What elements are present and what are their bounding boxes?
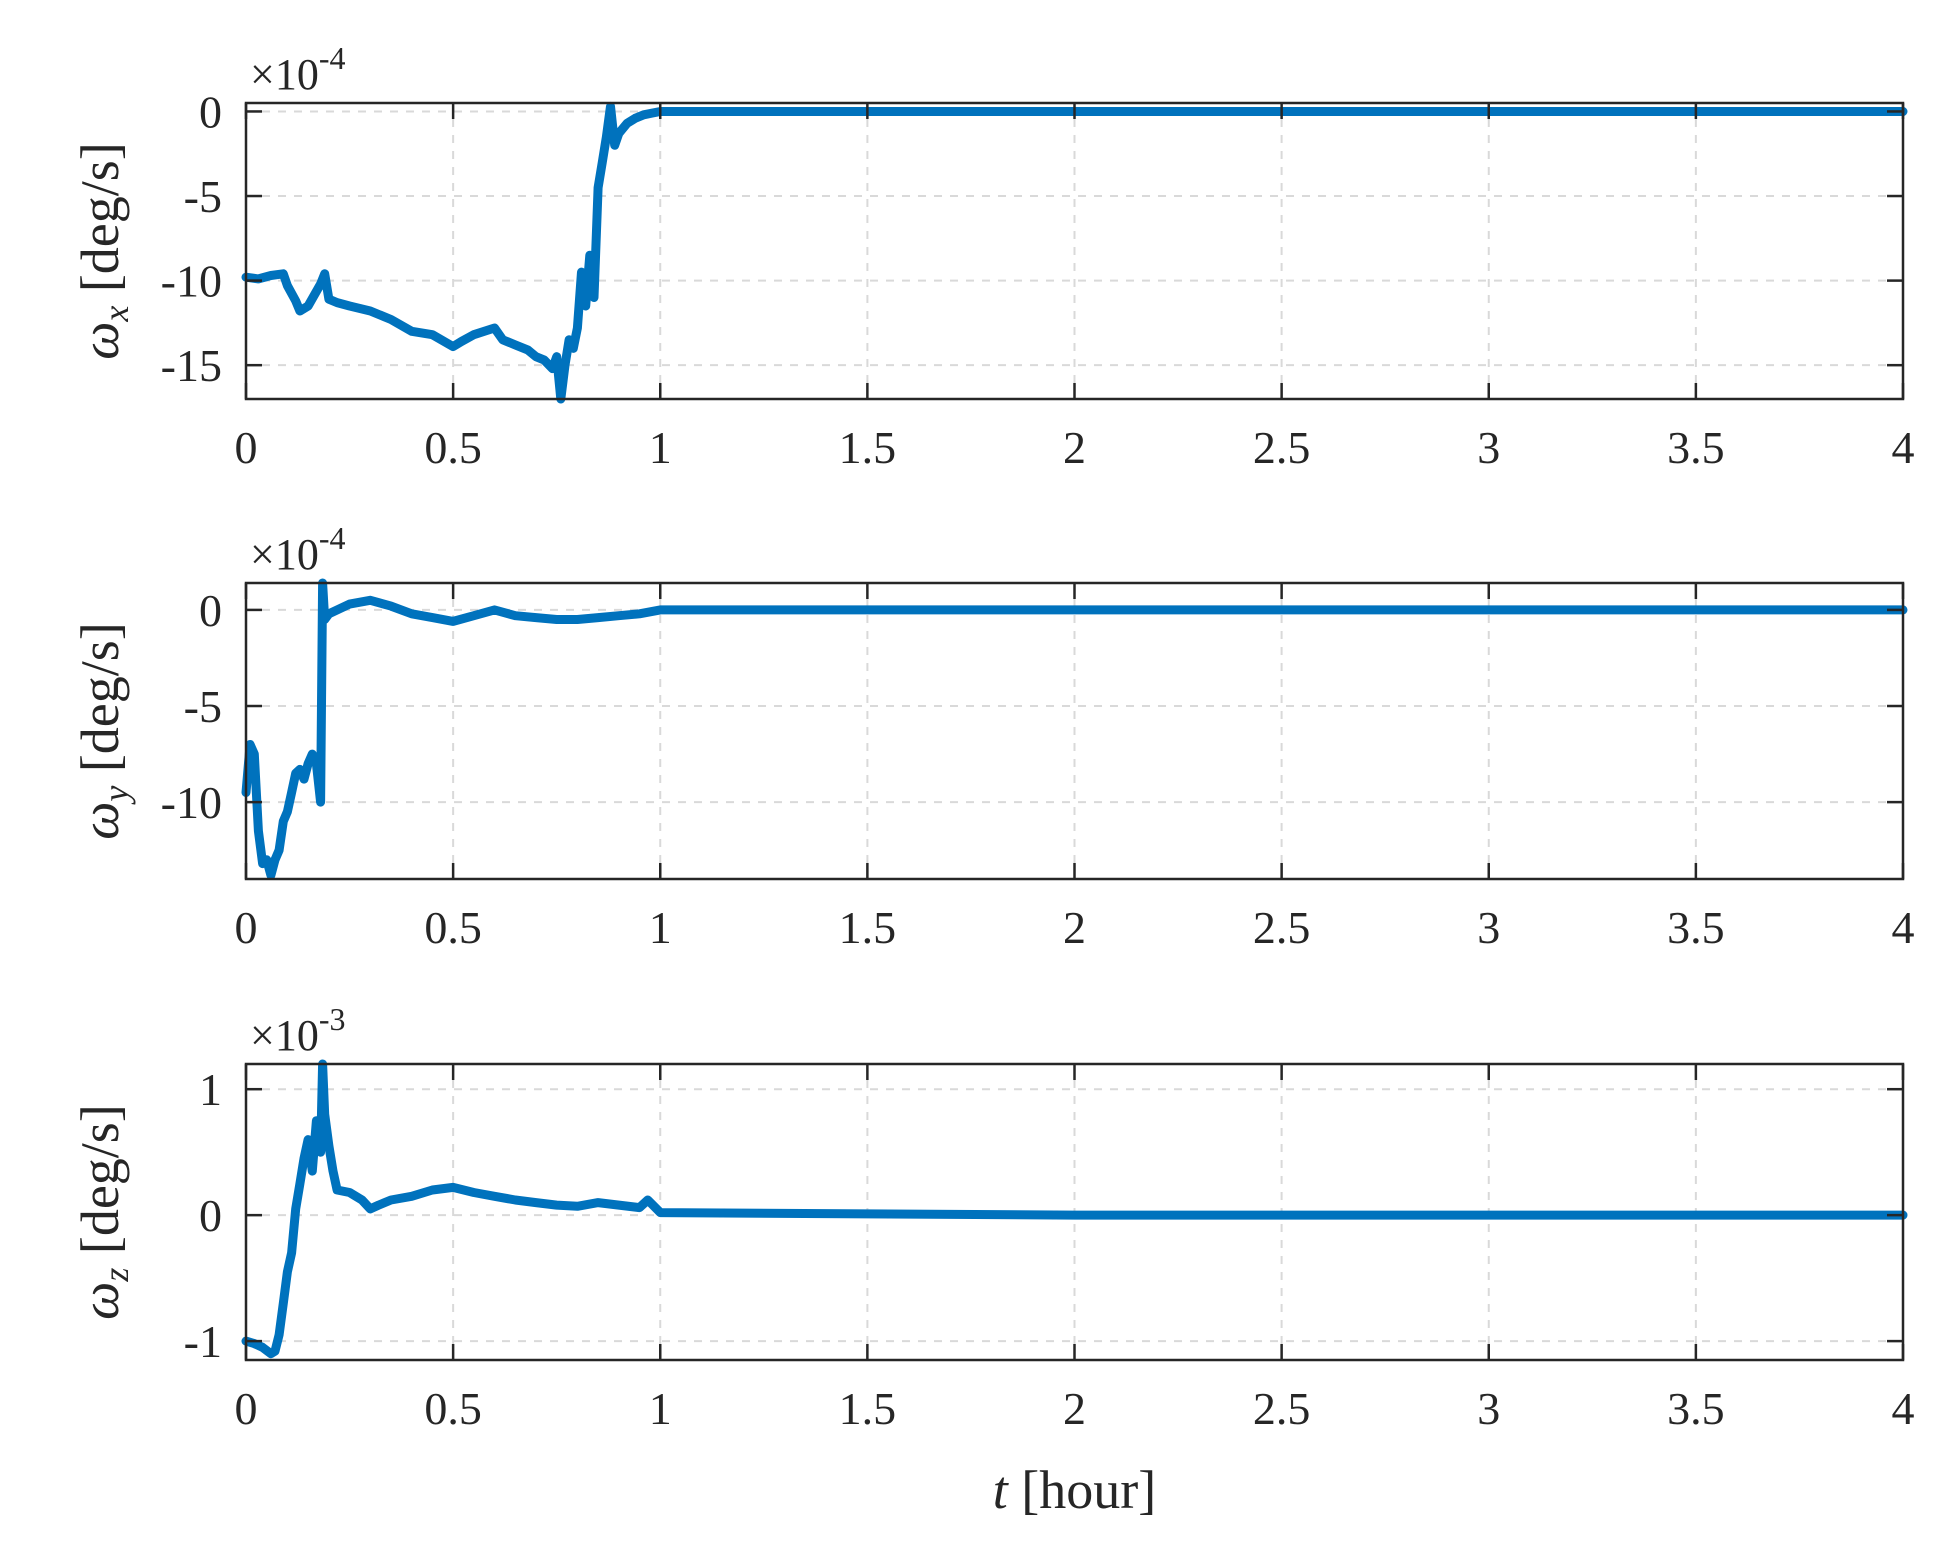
- x-tick-label: 1: [649, 902, 672, 953]
- y-tick-label: -10: [161, 256, 222, 307]
- x-tick-label: 2.5: [1253, 422, 1311, 473]
- y-tick-label: 1: [199, 1064, 222, 1115]
- x-tick-label: 3: [1477, 902, 1500, 953]
- x-tick-label: 2: [1063, 902, 1086, 953]
- x-tick-label: 0: [235, 422, 258, 473]
- x-tick-label: 0: [235, 902, 258, 953]
- x-tick-label: 4: [1892, 422, 1915, 473]
- x-tick-label: 1.5: [839, 902, 897, 953]
- x-tick-label: 4: [1892, 902, 1915, 953]
- y-tick-label: -1: [184, 1316, 222, 1367]
- x-tick-label: 3.5: [1667, 902, 1725, 953]
- y-tick-label: 0: [199, 585, 222, 636]
- y-exponent-label: ×10-4: [250, 520, 345, 579]
- x-tick-label: 3.5: [1667, 422, 1725, 473]
- x-tick-label: 0.5: [424, 902, 482, 953]
- subplot-1: 0 0.5 1 1.5 2 2.5 3 3.5 4 0 -5 -10 -15 ×10-4 ωx [deg/s…: [70, 40, 1915, 473]
- y-axis-label: ωz [deg/s]: [70, 1104, 136, 1320]
- y-tick-label: -5: [184, 681, 222, 732]
- x-tick-label: 2: [1063, 1383, 1086, 1434]
- x-tick-label: 0.5: [424, 1383, 482, 1434]
- x-tick-label: 3.5: [1667, 1383, 1725, 1434]
- data-line-series-1: [241, 1059, 1908, 1359]
- y-tick-label: -10: [161, 777, 222, 828]
- y-axis-label: ωx [deg/s]: [70, 142, 136, 360]
- x-tick-label: 1.5: [839, 1383, 897, 1434]
- x-tick-label: 1.5: [839, 422, 897, 473]
- y-exponent-label: ×10-3: [250, 1001, 345, 1060]
- y-exponent-label: ×10-4: [250, 40, 345, 99]
- y-tick-label: 0: [199, 1190, 222, 1241]
- x-tick-label: 0.5: [424, 422, 482, 473]
- data-line-series-1: [241, 578, 1908, 880]
- x-tick-label: 3: [1477, 1383, 1500, 1434]
- subplot-2: 0 0.5 1 1.5 2 2.5 3 3.5 4 0 -5 -10 ×10-4 ωy [deg/s]: [70, 520, 1915, 953]
- y-tick-label: -5: [184, 171, 222, 222]
- x-tick-label: 3: [1477, 422, 1500, 473]
- subplot-3: 0 0.5 1 1.5 2 2.5 3 3.5 4 1 0 -1 ×10-3 ωz [deg/s] t [h…: [70, 1001, 1915, 1520]
- y-axis-label: ωy [deg/s]: [70, 622, 136, 840]
- x-tick-label: 1: [649, 422, 672, 473]
- data-line-series-1: [241, 101, 1908, 404]
- y-tick-label: 0: [199, 86, 222, 137]
- x-tick-label: 2.5: [1253, 902, 1311, 953]
- x-axis-label: t [hour]: [993, 1460, 1156, 1520]
- y-tick-label: -15: [161, 340, 222, 391]
- x-tick-label: 2.5: [1253, 1383, 1311, 1434]
- x-tick-label: 0: [235, 1383, 258, 1434]
- x-tick-label: 4: [1892, 1383, 1915, 1434]
- x-tick-label: 1: [649, 1383, 672, 1434]
- x-tick-label: 2: [1063, 422, 1086, 473]
